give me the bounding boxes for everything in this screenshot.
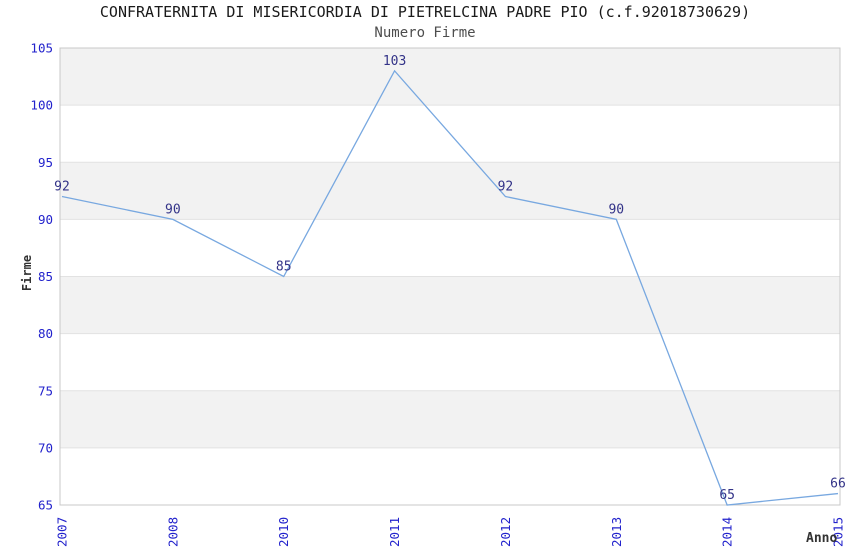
- data-label: 90: [608, 202, 624, 217]
- data-label: 92: [54, 180, 70, 195]
- data-label: 85: [276, 260, 292, 275]
- data-label: 103: [383, 54, 406, 69]
- chart-title: CONFRATERNITA DI MISERICORDIA DI PIETREL…: [99, 3, 751, 21]
- y-tick-label: 100: [30, 98, 53, 113]
- plot-border: [59, 47, 841, 506]
- plot-band: [60, 276, 840, 334]
- x-tick-label: 2014: [720, 517, 735, 547]
- plot-band: [60, 162, 840, 220]
- plot-band: [60, 333, 840, 391]
- y-tick-label: 75: [38, 383, 53, 398]
- x-tick-label: 2012: [498, 517, 513, 547]
- x-tick-label: 2011: [387, 517, 402, 547]
- line-series: [61, 69, 839, 506]
- chart-subtitle: Numero Firme: [374, 25, 476, 41]
- x-tick-label: 2015: [831, 517, 846, 547]
- y-tick-label: 65: [38, 498, 53, 513]
- y-tick-label: 90: [38, 212, 53, 227]
- x-tick-label: 2007: [55, 517, 70, 547]
- y-tick-label: 80: [38, 326, 53, 341]
- x-tick-label: 2013: [609, 517, 624, 547]
- plot-band: [60, 390, 840, 448]
- plot-band: [60, 447, 840, 505]
- x-tick-label: 2008: [165, 517, 180, 547]
- plot-band: [60, 48, 840, 106]
- y-tick-label: 105: [30, 41, 53, 56]
- data-label: 92: [498, 180, 514, 195]
- data-label: 65: [719, 488, 735, 503]
- plot-band: [60, 219, 840, 277]
- data-label: 66: [830, 477, 846, 492]
- y-tick-label: 70: [38, 440, 53, 455]
- y-tick-label: 95: [38, 155, 53, 170]
- x-tick-label: 2010: [276, 517, 291, 547]
- y-tick-label: 85: [38, 269, 53, 284]
- data-label: 90: [165, 202, 181, 217]
- x-axis-title: Anno: [806, 531, 838, 546]
